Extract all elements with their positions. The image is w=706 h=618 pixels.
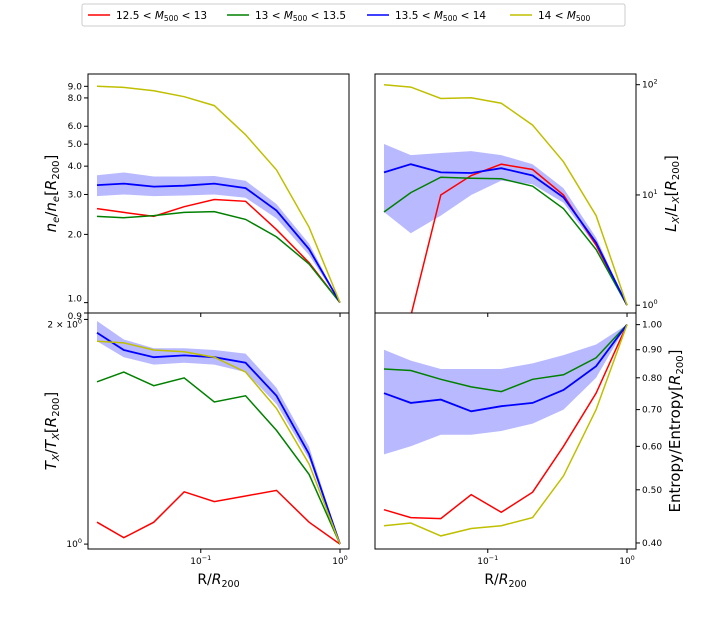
temperature-ylabel: TX/TX[R200]	[42, 392, 62, 470]
entropy-ytick-label-4: 0.80	[642, 374, 662, 384]
luminosity-line-s2	[383, 176, 628, 306]
temperature-xtick-label-1: 100	[332, 554, 348, 567]
density-line-s2	[96, 210, 341, 304]
temperature-line-s2	[96, 371, 341, 545]
entropy-xlabel: R/R200	[484, 572, 526, 590]
temperature-xtick-label-0: 10−1	[190, 554, 211, 567]
panel-luminosity: 100 101 102 LX/LX[R200]	[374, 73, 682, 317]
legend-label-s4: 14 < M500	[538, 10, 590, 23]
density-line-s4	[96, 85, 341, 303]
entropy-ytick-label-3: 0.70	[642, 406, 662, 416]
legend-label-s1: 12.5 < M500 < 13	[116, 10, 207, 23]
entropy-ytick-label-6: 1.00	[642, 321, 662, 331]
legend-label-s2: 13 < M500 < 13.5	[255, 10, 346, 23]
luminosity-ytick-label-1: 101	[642, 188, 658, 201]
density-ytick-label-0: 0.9	[68, 312, 83, 322]
temperature-ytick-label-0: 100	[66, 537, 82, 550]
density-ytick-label-1: 1.0	[68, 295, 83, 305]
legend-frame	[81, 3, 626, 27]
panel-density: 0.9 1.0 2.0 3.0 4.0 5.0 6.0 8.0 9.0 ne/ne[R200]	[42, 73, 350, 322]
entropy-line-s1	[383, 324, 628, 520]
density-band-s3	[97, 172, 340, 303]
entropy-xtick-label-1: 100	[619, 554, 635, 567]
density-ytick-label-3: 3.0	[68, 190, 83, 200]
entropy-ytick-label-2: 0.60	[642, 442, 662, 452]
density-ytick-label-8: 9.0	[68, 82, 83, 92]
panel-entropy: 0.40 0.50 0.60 0.70 0.80 0.90 1.00 10−1 100 Entro…	[374, 312, 686, 590]
entropy-ytick-label-5: 0.90	[642, 346, 662, 356]
luminosity-line-s4	[383, 83, 628, 306]
entropy-ytick-label-1: 0.50	[642, 486, 662, 496]
panels: 0.9 1.0 2.0 3.0 4.0 5.0 6.0 8.0 9.0 ne/ne[R200] 10…	[42, 73, 686, 590]
luminosity-ytick-label-2: 102	[642, 78, 658, 91]
luminosity-line-s3	[383, 163, 628, 306]
luminosity-ytick-label-0: 100	[642, 298, 658, 311]
entropy-xtick-label-0: 10−1	[477, 554, 498, 567]
density-ylabel: ne/ne[R200]	[42, 155, 62, 233]
density-ytick-label-6: 6.0	[68, 122, 83, 132]
luminosity-band-s3	[384, 144, 627, 306]
legend-label-s3: 13.5 < M500 < 14	[395, 10, 486, 23]
entropy-line-s3	[383, 324, 628, 413]
density-line-s1	[96, 198, 341, 304]
density-ytick-label-2: 2.0	[68, 230, 83, 240]
entropy-ylabel: Entropy/Entropy[R200]	[666, 350, 686, 513]
entropy-frame	[374, 312, 637, 550]
entropy-line-s2	[383, 324, 628, 393]
temperature-frame	[87, 312, 350, 550]
density-ytick-label-5: 5.0	[68, 140, 83, 150]
panel-temperature: 100 2 × 100 10−1 100 TX/TX[R200] R/R200	[42, 312, 350, 590]
legend: 12.5 < M500 < 13 13 < M500 < 13.5 13.5 < M…	[81, 3, 626, 27]
density-line-s3	[96, 182, 341, 304]
entropy-line-s4	[383, 324, 628, 537]
luminosity-ylabel: LX/LX[R200]	[662, 155, 682, 232]
temperature-ytick-label-1: 2 × 100	[47, 317, 82, 330]
density-ytick-label-4: 4.0	[68, 162, 83, 172]
temperature-band-s3	[97, 321, 340, 545]
entropy-ytick-label-0: 0.40	[642, 539, 662, 549]
density-ytick-label-7: 8.0	[68, 94, 83, 104]
temperature-line-s1	[96, 489, 341, 545]
temperature-xlabel: R/R200	[197, 572, 239, 590]
temperature-line-s4	[96, 340, 341, 545]
